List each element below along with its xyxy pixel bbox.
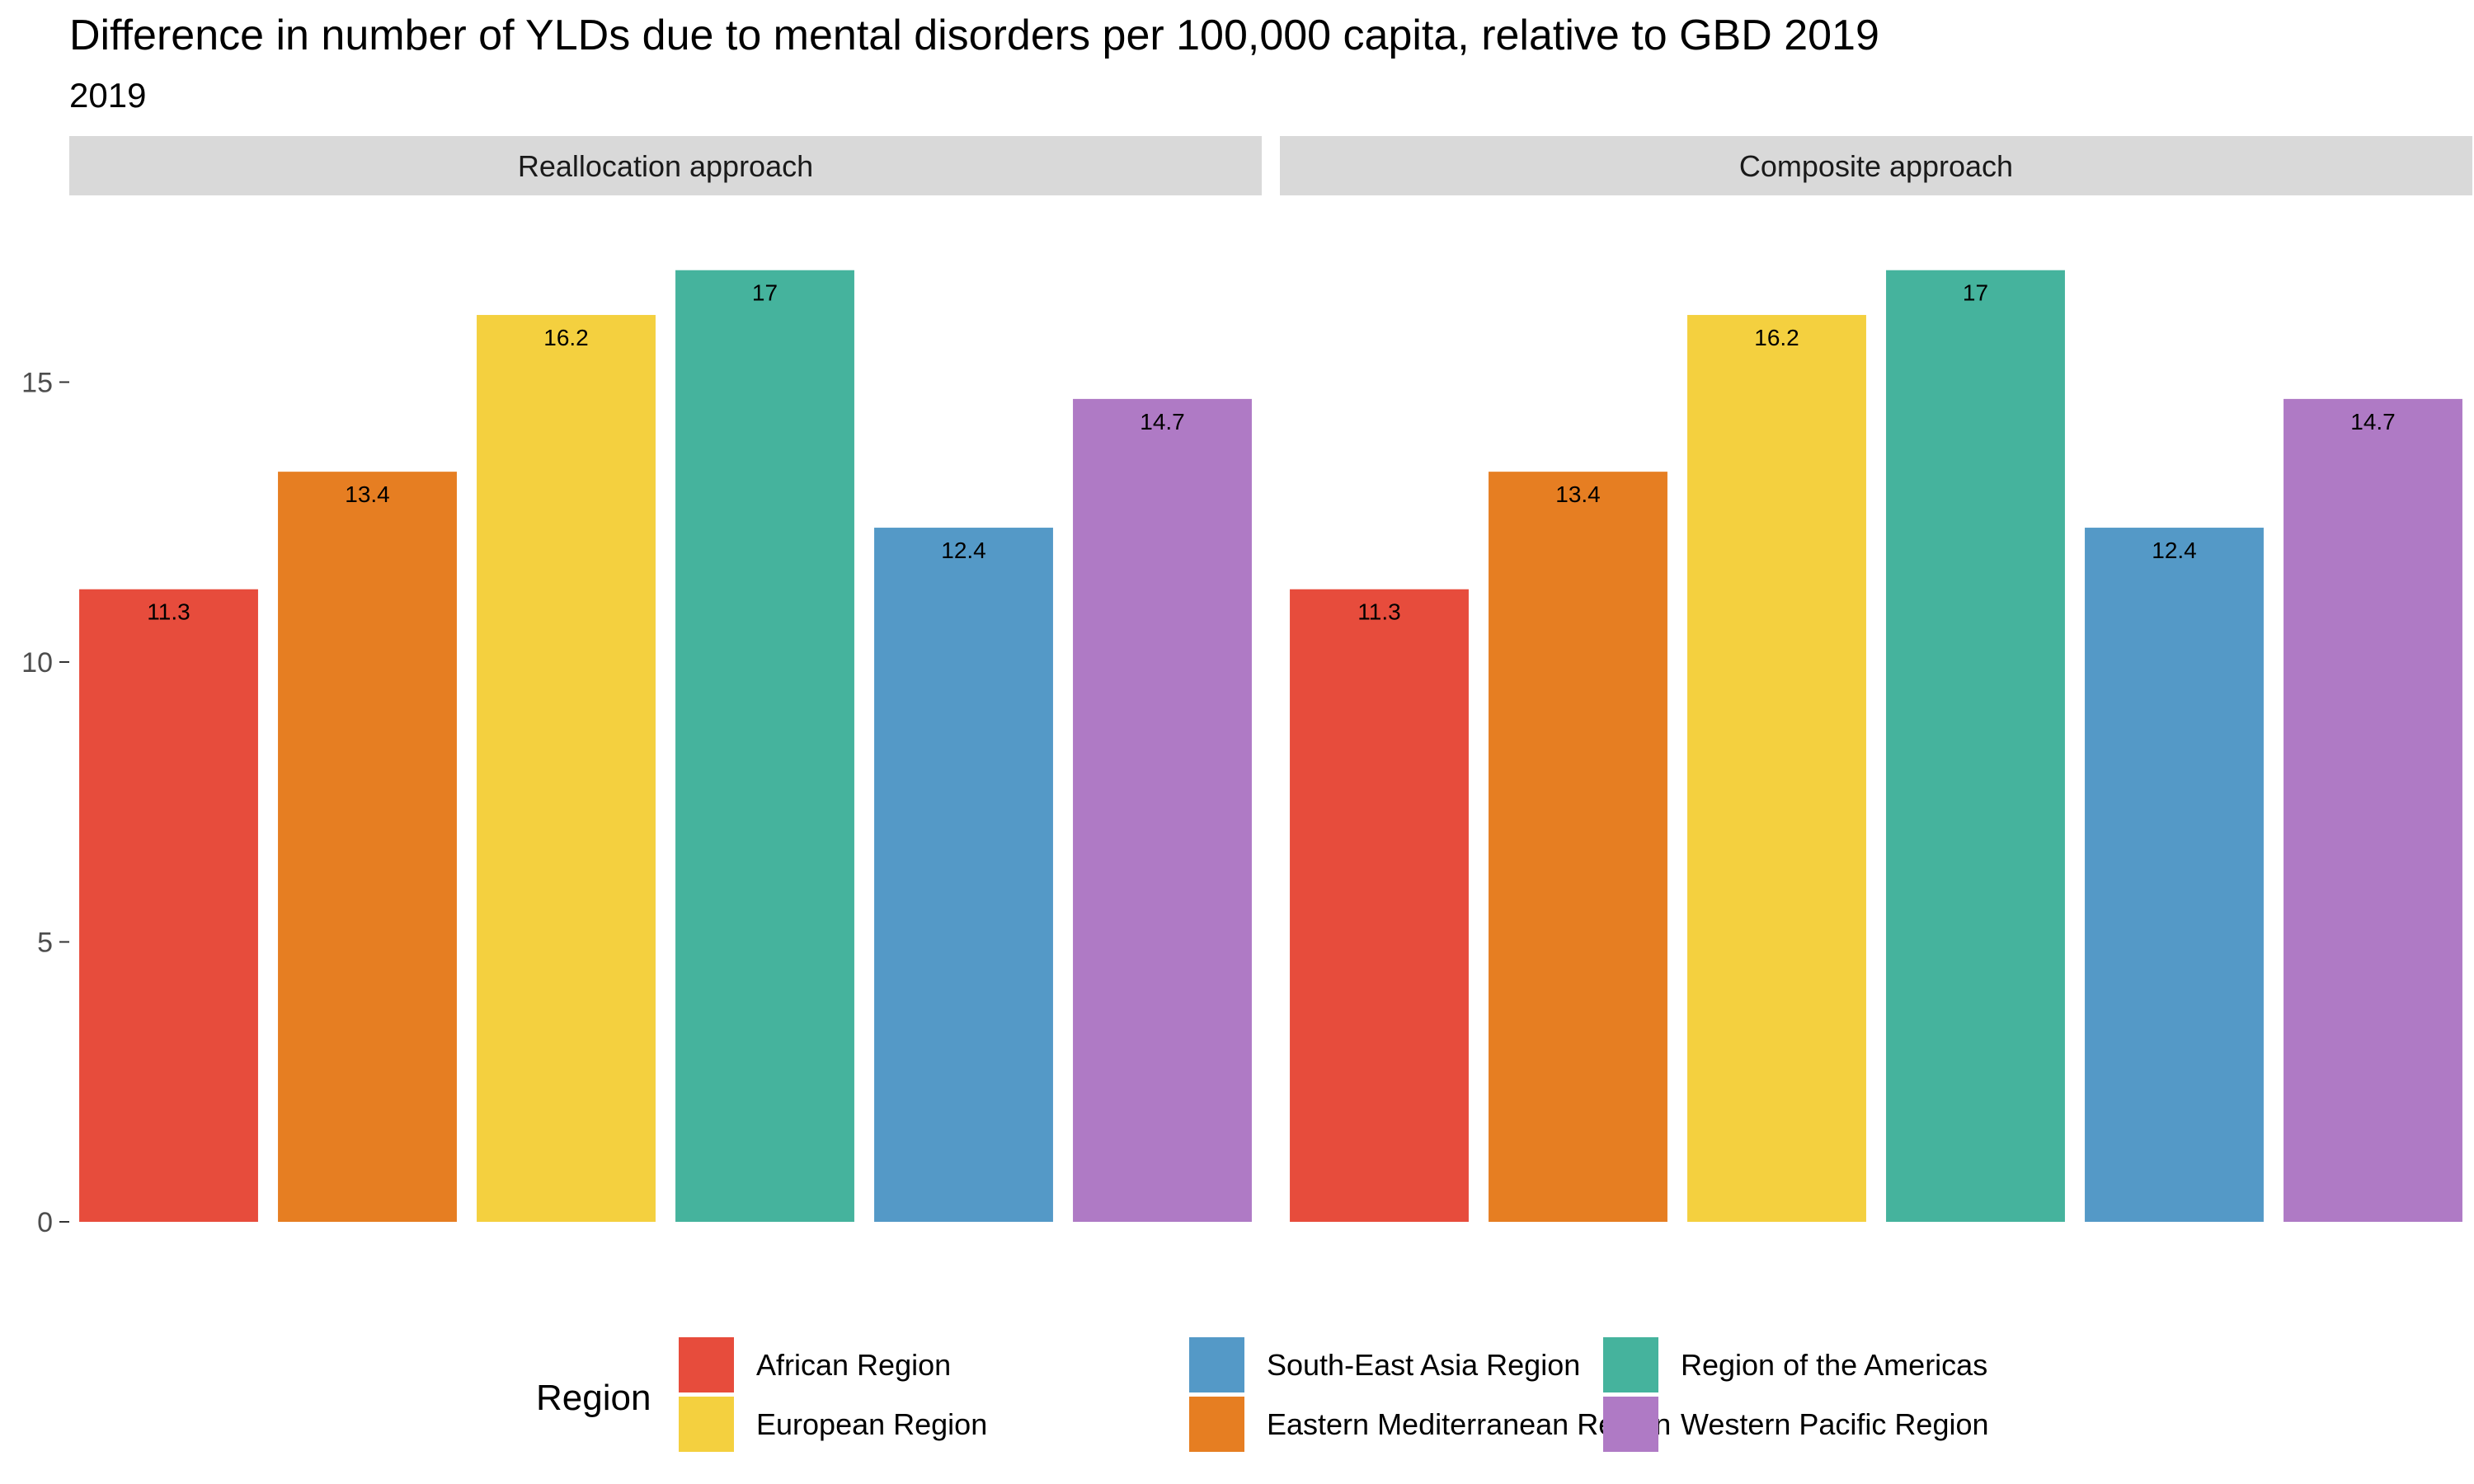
y-tick-label: 0 [37,1207,53,1238]
legend-label: African Region [756,1348,951,1382]
data-label: 13.4 [345,481,390,507]
legend-title: Region [536,1378,651,1418]
data-label: 12.4 [2152,538,2197,563]
legend-key [1603,1337,1658,1392]
bar-western-pacific-region [2284,398,2462,1223]
panels-layer: Reallocation approach 11.3 13.4 16.2 17 12.4 1… [69,136,2472,1223]
bar-african-region [79,589,258,1222]
panel-strip-label: Reallocation approach [518,149,813,183]
panel-strip-label: Composite approach [1739,149,2013,183]
data-label: 12.4 [941,538,986,563]
data-label: 14.7 [1140,409,1185,434]
y-tick-label: 15 [21,368,53,399]
legend-item-eastern-mediterranean-region: Eastern Mediterranean Region [1189,1397,1671,1452]
bar-african-region [1290,589,1469,1222]
y-tick-label: 5 [37,928,53,959]
data-label: 16.2 [543,325,589,350]
panel-composite-approach: Composite approach 11.3 13.4 16.2 17 12.4 14.7 [1280,136,2472,1223]
bar-european-region [1687,315,1866,1223]
legend-key [679,1337,734,1392]
legend-label: Western Pacific Region [1681,1407,1989,1441]
legend-item-south-east-asia-region: South-East Asia Region [1189,1337,1580,1392]
y-tick-label: 10 [21,647,53,679]
panel-strip [1280,136,2472,195]
bar-region-of-the-americas [675,270,854,1222]
data-label: 11.3 [1357,599,1400,625]
legend-item-african-region: African Region [679,1337,951,1392]
data-label: 17 [752,280,778,306]
legend-key [1189,1397,1244,1452]
bar-eastern-mediterranean-region [1489,472,1667,1222]
bar-south-east-asia-region [874,528,1053,1222]
data-label: 11.3 [147,599,190,625]
data-label: 13.4 [1555,481,1601,507]
legend-key [679,1397,734,1452]
legend-item-western-pacific-region: Western Pacific Region [1603,1397,1989,1452]
legend-item-european-region: European Region [679,1397,987,1452]
legend: Region African Region European Region South… [536,1337,1989,1452]
bar-eastern-mediterranean-region [278,472,457,1222]
y-axis: 0 5 10 15 [21,368,69,1238]
legend-key [1189,1337,1244,1392]
legend-label: South-East Asia Region [1267,1348,1580,1382]
legend-item-region-of-the-americas: Region of the Americas [1603,1337,1987,1392]
data-label: 17 [1963,280,1988,306]
data-label: 16.2 [1754,325,1799,350]
data-label: 14.7 [2350,409,2396,434]
legend-key [1603,1397,1658,1452]
bar-western-pacific-region [1073,398,1252,1223]
bar-south-east-asia-region [2085,528,2264,1222]
panel-reallocation-approach: Reallocation approach 11.3 13.4 16.2 17 12.4 1… [69,136,1262,1223]
bar-region-of-the-americas [1886,270,2065,1222]
bar-european-region [477,315,656,1223]
chart-subtitle: 2019 [69,76,146,115]
chart-title: Difference in number of YLDs due to ment… [69,12,1879,59]
legend-label: European Region [756,1407,987,1441]
panel-strip [69,136,1262,195]
legend-label: Region of the Americas [1681,1348,1987,1382]
